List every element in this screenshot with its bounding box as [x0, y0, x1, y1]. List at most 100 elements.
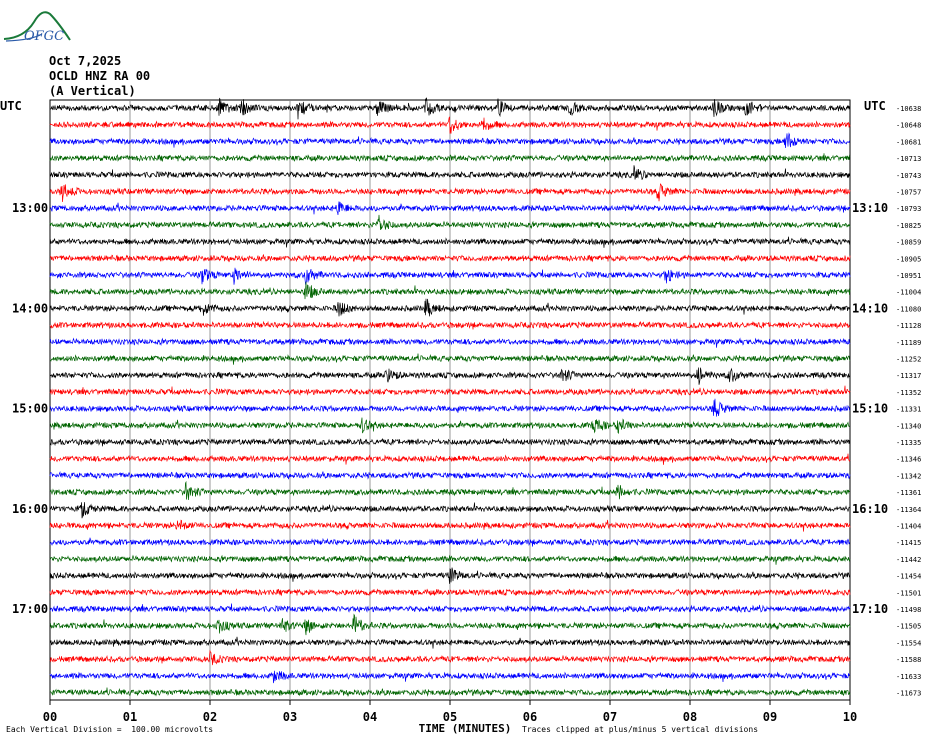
trace-offset-label: -11317: [896, 372, 921, 380]
clip-note: Traces clipped at plus/minus 5 vertical …: [522, 725, 759, 734]
seismic-trace: [49, 417, 851, 434]
trace-offset-label: -11128: [896, 322, 921, 330]
seismic-trace: [49, 367, 851, 385]
seismic-trace: [49, 398, 851, 417]
left-hour-label: 15:00: [12, 402, 48, 416]
trace-offset-label: -11554: [896, 639, 921, 647]
right-hour-label: 13:10: [852, 201, 888, 215]
trace-offset-label: -11189: [896, 339, 921, 347]
seismic-trace: [49, 502, 851, 519]
x-tick-label: 09: [763, 710, 777, 724]
seismic-trace: [49, 470, 851, 480]
x-tick-label: 06: [523, 710, 537, 724]
seismic-trace: [49, 537, 851, 547]
trace-offset-label: -11415: [896, 539, 921, 547]
trace-offset-label: -11361: [896, 489, 921, 497]
seismic-trace: [49, 337, 851, 348]
seismic-trace: [49, 519, 851, 532]
trace-offset-label: -11346: [896, 456, 921, 464]
trace-offset-label: -10681: [896, 138, 921, 146]
seismic-trace: [49, 236, 851, 248]
seismic-trace: [49, 437, 851, 447]
seismic-trace: [49, 588, 851, 597]
x-tick-label: 01: [123, 710, 137, 724]
station-label: OCLD HNZ RA 00: [49, 69, 151, 83]
trace-offset-label: -10951: [896, 272, 921, 280]
trace-offset-label: -10859: [896, 239, 921, 247]
trace-offset-label: -11454: [896, 573, 921, 581]
trace-offset-label: -11340: [896, 422, 921, 430]
trace-offset-label: -11498: [896, 606, 921, 614]
left-hour-label: 14:00: [12, 301, 48, 315]
seismic-trace: [49, 385, 851, 396]
trace-offset-label: -10638: [896, 105, 921, 113]
seismic-trace: [49, 153, 851, 163]
trace-offset-label: -11673: [896, 690, 921, 698]
seismic-trace: [49, 554, 851, 565]
component-label: (A Vertical): [49, 84, 136, 98]
trace-offset-label: -10825: [896, 222, 921, 230]
seismic-trace: [49, 453, 851, 465]
seismic-trace: [49, 320, 851, 330]
seismic-trace: [49, 267, 851, 285]
trace-offset-label: -11335: [896, 439, 921, 447]
seismic-trace: [49, 97, 851, 120]
x-tick-label: 04: [363, 710, 377, 724]
trace-offset-label: -11505: [896, 623, 921, 631]
left-hour-label: 17:00: [12, 602, 48, 616]
x-tick-label: 08: [683, 710, 697, 724]
trace-offset-label: -10905: [896, 255, 921, 263]
trace-offset-label: -11331: [896, 406, 921, 414]
trace-offset-label: -10757: [896, 189, 921, 197]
seismic-trace: [49, 687, 851, 697]
right-hour-label: 17:10: [852, 602, 888, 616]
seismic-trace: [49, 183, 851, 202]
trace-offset-label: -11364: [896, 506, 921, 514]
trace-offset-label: -11352: [896, 389, 921, 397]
scale-note: Each Vertical Division = 100.00 microvol…: [6, 725, 214, 734]
seismic-trace: [49, 613, 851, 636]
seismic-trace: [49, 670, 851, 684]
left-hour-label: 16:00: [12, 502, 48, 516]
seismic-trace: [49, 253, 851, 263]
x-tick-label: 00: [43, 710, 57, 724]
seismic-trace: [49, 165, 851, 180]
seismic-trace: [49, 116, 851, 134]
seismic-trace: [49, 480, 851, 501]
left-hour-label: 13:00: [12, 201, 48, 215]
trace-offset-label: -11501: [896, 589, 921, 597]
seismic-trace: [49, 132, 851, 148]
x-tick-label: 05: [443, 710, 457, 724]
seismic-trace: [49, 201, 851, 216]
date-label: Oct 7,2025: [49, 54, 122, 68]
trace-offset-label: -10648: [896, 122, 921, 130]
seismic-trace: [49, 214, 851, 231]
trace-offset-label: -11442: [896, 556, 921, 564]
trace-offset-label: -11404: [896, 523, 921, 531]
trace-offset-label: -10793: [896, 205, 921, 213]
seismic-trace: [49, 649, 851, 666]
trace-offset-label: -11342: [896, 472, 921, 480]
logo-text: OFGC: [24, 29, 64, 44]
x-tick-label: 03: [283, 710, 297, 724]
seismic-trace: [49, 567, 851, 584]
seismic-trace: [49, 298, 851, 317]
right-hour-label: 16:10: [852, 502, 888, 516]
seismic-trace: [49, 636, 851, 649]
left-timezone-label: UTC: [0, 99, 22, 113]
ofgc-logo-icon: OFGC: [3, 11, 71, 44]
trace-offset-label: -10743: [896, 172, 921, 180]
trace-offset-label: -11633: [896, 673, 921, 681]
seismic-trace: [49, 281, 851, 300]
x-tick-label: 02: [203, 710, 217, 724]
x-axis-label: TIME (MINUTES): [419, 722, 512, 735]
trace-offset-label: -11252: [896, 356, 921, 364]
right-hour-label: 14:10: [852, 301, 888, 315]
trace-offset-label: -11588: [896, 656, 921, 664]
x-tick-label: 07: [603, 710, 617, 724]
seismic-trace: [49, 353, 851, 365]
trace-offset-label: -11004: [896, 289, 921, 297]
trace-offset-label: -10713: [896, 155, 921, 163]
right-hour-label: 15:10: [852, 402, 888, 416]
